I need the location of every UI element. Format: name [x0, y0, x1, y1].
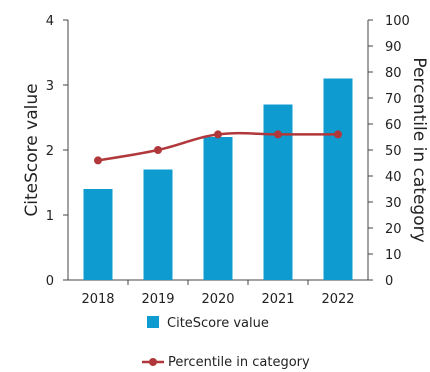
legend: CiteScore value Percentile in category — [142, 316, 310, 370]
point-2021 — [274, 130, 282, 139]
x-tick-label: 2019 — [141, 292, 174, 307]
point-2019 — [154, 146, 162, 154]
left-tick-label: 3 — [46, 79, 54, 94]
right-tick-label: 40 — [385, 170, 402, 185]
left-tick-label: 4 — [46, 14, 54, 29]
legend-line-label: Percentile in category — [168, 355, 310, 370]
y-axis-title: CiteScore value — [22, 83, 42, 216]
right-tick-label: 0 — [385, 274, 393, 289]
right-tick-label: 10 — [385, 248, 402, 263]
legend-line-marker — [149, 358, 157, 366]
left-tick-label: 1 — [46, 209, 54, 224]
y2-axis-title: Percentile in category — [409, 57, 429, 242]
bar-2022 — [323, 78, 353, 280]
left-axis-ticks: 0 1 2 3 4 — [46, 14, 68, 289]
right-tick-label: 100 — [385, 14, 410, 29]
x-axis-ticks: 2018 2019 2020 2021 2022 — [81, 280, 355, 307]
right-tick-label: 30 — [385, 196, 402, 211]
bar-2020 — [203, 137, 233, 280]
point-2018 — [94, 156, 102, 165]
right-axis-ticks: 0 10 20 30 40 50 60 70 80 90 100 — [368, 14, 410, 289]
x-tick-label: 2021 — [261, 292, 294, 307]
legend-bar-label: CiteScore value — [167, 316, 269, 331]
x-tick-label: 2018 — [81, 292, 114, 307]
x-tick-label: 2022 — [321, 292, 354, 307]
right-tick-label: 60 — [385, 118, 402, 133]
bar-2018 — [83, 189, 113, 280]
right-tick-label: 90 — [385, 40, 402, 55]
right-tick-label: 20 — [385, 222, 402, 237]
bar-series — [83, 78, 353, 280]
bar-2019 — [143, 169, 173, 280]
legend-bar-swatch — [147, 316, 159, 328]
point-2022 — [334, 130, 342, 139]
point-2020 — [214, 130, 222, 139]
legend-item-bar: CiteScore value — [147, 316, 269, 331]
left-tick-label: 2 — [46, 144, 54, 159]
left-tick-label: 0 — [46, 274, 54, 289]
right-tick-label: 80 — [385, 66, 402, 81]
line-series — [94, 130, 342, 165]
right-tick-label: 50 — [385, 144, 402, 159]
right-tick-label: 70 — [385, 92, 402, 107]
x-tick-label: 2020 — [201, 292, 234, 307]
legend-item-line: Percentile in category — [142, 355, 310, 370]
